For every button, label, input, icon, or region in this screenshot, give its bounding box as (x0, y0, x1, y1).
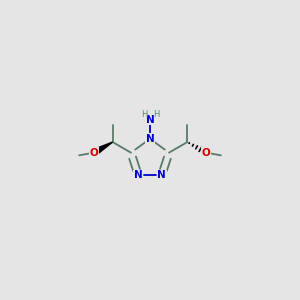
Text: N: N (146, 134, 154, 144)
Text: N: N (158, 170, 166, 180)
Text: O: O (90, 148, 99, 158)
Text: O: O (201, 148, 210, 158)
Text: N: N (134, 170, 142, 180)
Polygon shape (93, 142, 112, 155)
Text: H: H (141, 110, 147, 119)
Text: N: N (146, 115, 154, 125)
Text: H: H (153, 110, 159, 119)
